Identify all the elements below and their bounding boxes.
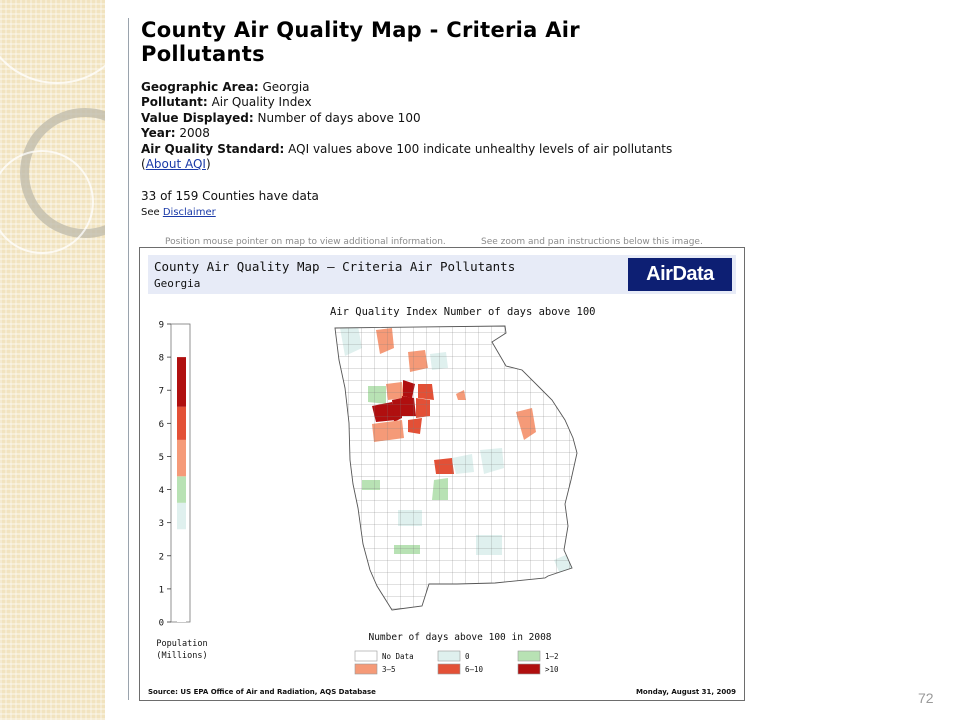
legend-swatch: [517, 663, 541, 675]
y-tick-label: 6: [159, 420, 164, 430]
county-regions: [335, 326, 577, 610]
legend-label: 1—2: [545, 652, 559, 661]
pollutant-row: Pollutant: Air Quality Index: [141, 95, 672, 110]
legend-title: Number of days above 100 in 2008: [368, 632, 551, 643]
value-row: Value Displayed: Number of days above 10…: [141, 111, 672, 126]
source-note: Source: US EPA Office of Air and Radiati…: [148, 688, 376, 696]
map-graphic[interactable]: 0 1 2 3 4 5 6 7 8 9 Population (Millions): [140, 248, 744, 700]
y-tick-label: 1: [159, 585, 164, 595]
y-tick-label: 9: [159, 321, 164, 331]
pollutant-value: Air Quality Index: [211, 95, 312, 110]
map-banner: County Air Quality Map — Criteria Air Po…: [148, 255, 736, 294]
county-region[interactable]: [453, 584, 478, 602]
about-row: (About AQI): [141, 157, 672, 172]
see-text: See: [141, 207, 160, 218]
population-label-2: (Millions): [156, 651, 207, 661]
legend-label: 0: [465, 652, 470, 661]
county-boundaries: [335, 326, 577, 610]
y-tick-label: 8: [159, 354, 164, 364]
y-tick-label: 5: [159, 453, 164, 463]
page-number: 72: [918, 690, 934, 706]
geo-value: Georgia: [262, 80, 310, 94]
banner-title: County Air Quality Map — Criteria Air Po…: [154, 259, 516, 274]
banner-subtitle: Georgia: [154, 277, 201, 290]
disclaimer-link[interactable]: Disclaimer: [162, 207, 216, 218]
standard-value: AQI values above 100 indicate unhealthy …: [288, 141, 673, 156]
counties-count: 33 of 159 Counties have data: [141, 189, 319, 203]
legend-label: 6—10: [465, 665, 484, 674]
map-frame[interactable]: County Air Quality Map — Criteria Air Po…: [139, 247, 745, 701]
decorative-strip: [0, 0, 105, 720]
legend-label: No Data: [382, 652, 414, 661]
zoom-hint: See zoom and pan instructions below this…: [481, 237, 703, 247]
legend-swatch: [354, 663, 378, 675]
geo-label: Geographic Area:: [141, 80, 259, 94]
legend: No Data 0 1—2 3—5 6—10 >10: [354, 650, 559, 675]
about-open: (: [141, 157, 146, 172]
geo-row: Geographic Area: Georgia: [141, 80, 672, 95]
about-aqi-link[interactable]: About AQI: [145, 157, 206, 172]
see-disclaimer: See Disclaimer: [141, 207, 216, 218]
legend-swatch: [437, 650, 461, 662]
georgia-map[interactable]: [330, 318, 580, 618]
population-bar-segment: [177, 476, 186, 503]
legend-swatch: [437, 663, 461, 675]
y-tick-label: 0: [159, 619, 164, 629]
map-title: Air Quality Index Number of days above 1…: [330, 306, 596, 318]
state-border: [334, 325, 578, 611]
value-label: Value Displayed:: [141, 110, 254, 125]
decorative-ring: [0, 150, 94, 254]
population-bar-segment: [177, 406, 186, 440]
year-label: Year:: [141, 126, 176, 141]
value-value: Number of days above 100: [257, 110, 421, 125]
legend-label: 3—5: [382, 665, 396, 674]
population-bar-segment: [177, 439, 186, 477]
about-close: ): [205, 157, 211, 172]
population-bar-segment: [177, 502, 186, 530]
y-tick-label: 2: [159, 552, 164, 562]
y-tick-label: 3: [159, 519, 164, 529]
population-bar-segment: [177, 357, 186, 407]
y-tick-label: 7: [159, 387, 164, 397]
year-row: Year: 2008: [141, 126, 672, 141]
legend-swatch: [354, 650, 378, 662]
decorative-ring: [0, 0, 105, 84]
airdata-logo: AirData: [628, 258, 732, 291]
population-bar-segment: [177, 529, 186, 622]
standard-row: Air Quality Standard: AQI values above 1…: [141, 142, 672, 157]
population-label-1: Population: [156, 639, 207, 649]
standard-label: Air Quality Standard:: [141, 141, 285, 156]
metadata-block: Geographic Area: Georgia Pollutant: Air …: [141, 80, 672, 172]
year-value: 2008: [179, 126, 210, 141]
population-chart: 0 1 2 3 4 5 6 7 8 9: [159, 321, 191, 629]
page-title: County Air Quality Map - Criteria Air Po…: [141, 18, 580, 66]
divider-line: [128, 18, 129, 700]
legend-swatch: [517, 650, 541, 662]
hover-hint: Position mouse pointer on map to view ad…: [165, 237, 446, 247]
map-date: Monday, August 31, 2009: [635, 688, 736, 696]
y-tick-label: 4: [159, 486, 164, 496]
pollutant-label: Pollutant:: [141, 95, 208, 110]
legend-label: >10: [545, 665, 559, 674]
